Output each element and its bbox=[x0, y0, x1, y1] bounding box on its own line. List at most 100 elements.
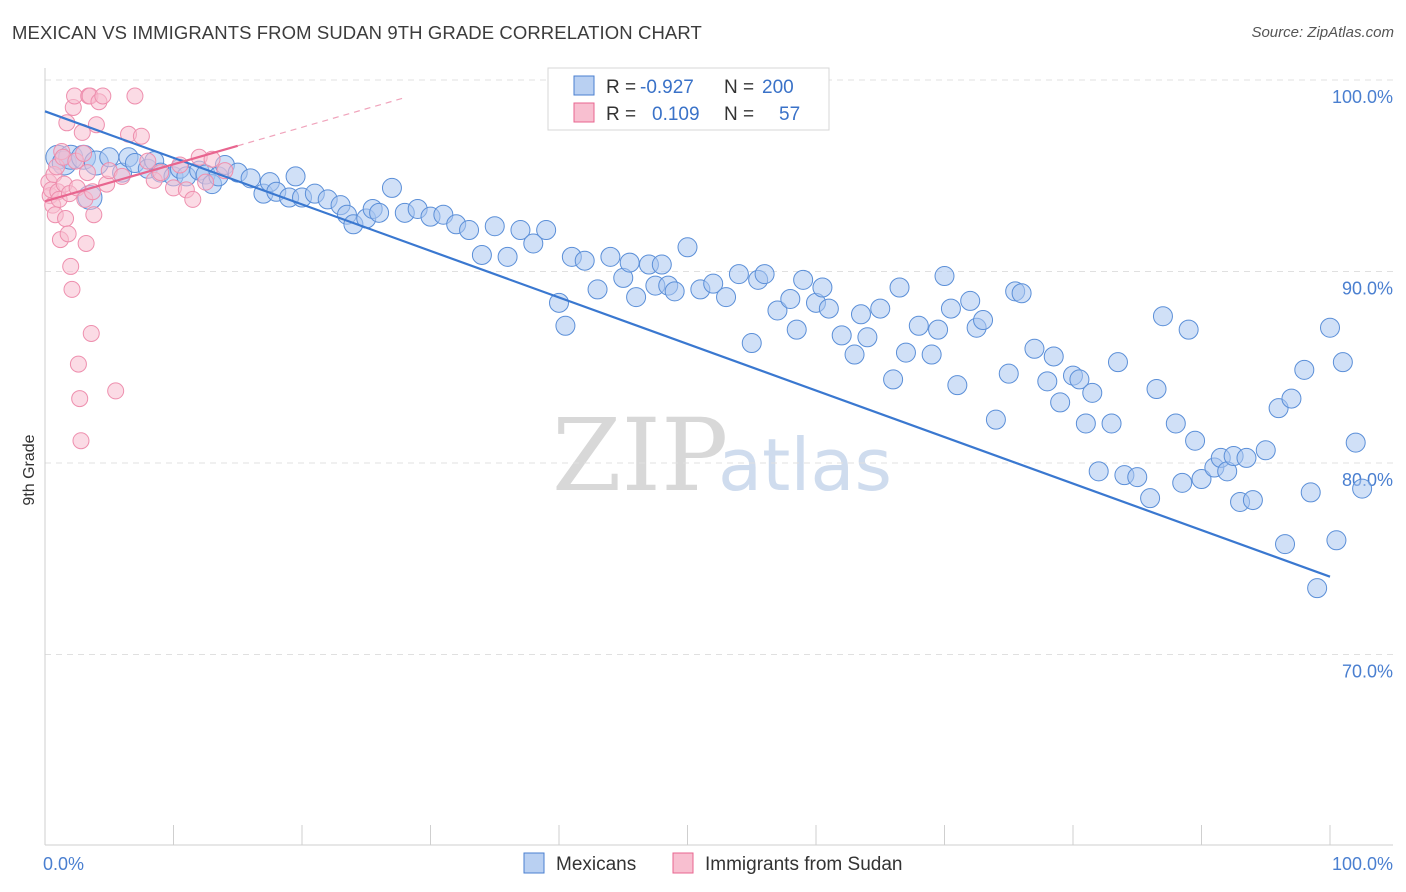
sudan-point bbox=[59, 225, 77, 243]
legend-r-value-1: -0.927 bbox=[640, 77, 694, 98]
sudan-point bbox=[85, 206, 103, 224]
legend-swatch-mexicans bbox=[573, 75, 595, 96]
mexicans-point bbox=[870, 298, 891, 319]
x-tick-label-max: 100.0% bbox=[1332, 854, 1393, 874]
watermark-zip: ZIP bbox=[552, 397, 728, 514]
mexicans-point bbox=[793, 269, 814, 290]
mexicans-point bbox=[960, 290, 981, 311]
x-tick-label-min: 0.0% bbox=[43, 854, 84, 874]
mexicans-point bbox=[998, 363, 1019, 384]
bottom-legend-swatch-sudan bbox=[672, 852, 694, 874]
mexicans-point bbox=[780, 288, 801, 309]
sudan-point bbox=[184, 190, 202, 208]
mexicans-point bbox=[1140, 488, 1161, 509]
mexicans-point bbox=[1185, 430, 1206, 451]
mexicans-point bbox=[369, 202, 390, 223]
mexicans-point bbox=[767, 300, 788, 321]
legend-r-label-2: R = bbox=[606, 104, 636, 125]
mexicans-point bbox=[1172, 472, 1193, 493]
legend-n-value-1: 200 bbox=[762, 77, 794, 98]
trend-lines bbox=[44, 97, 1331, 578]
mexicans-point bbox=[895, 342, 916, 363]
mexicans-point bbox=[908, 315, 929, 336]
legend-swatch-sudan bbox=[573, 102, 595, 123]
mexicans-point bbox=[523, 233, 544, 254]
mexicans-point bbox=[1165, 413, 1186, 434]
mexicans-point bbox=[574, 250, 595, 271]
sudan-point bbox=[57, 210, 75, 228]
bottom-legend-swatch-mexicans bbox=[523, 852, 545, 874]
mexicans-point bbox=[921, 344, 942, 365]
legend-n-label-1: N = bbox=[724, 77, 754, 98]
mexicans-point bbox=[1307, 578, 1328, 599]
mexicans-point bbox=[1101, 413, 1122, 434]
legend-n-value-2: 57 bbox=[779, 104, 800, 125]
sudan-point bbox=[63, 280, 81, 298]
mexicans-point bbox=[1024, 338, 1045, 359]
sudan-point bbox=[77, 234, 95, 252]
mexicans-point bbox=[741, 333, 762, 354]
mexicans-point bbox=[1320, 317, 1340, 338]
mexicans-point bbox=[285, 166, 306, 187]
sudan-point bbox=[132, 127, 150, 145]
mexicans-point bbox=[1075, 413, 1096, 434]
mexicans-point bbox=[1300, 482, 1321, 503]
y-axis-label: 9th Grade bbox=[21, 434, 38, 505]
series-legend: Mexicans Immigrants from Sudan bbox=[523, 852, 902, 875]
mexicans-point bbox=[1069, 369, 1090, 390]
mexicans-point bbox=[381, 177, 402, 198]
mexicans-point bbox=[484, 216, 505, 237]
sudan-point bbox=[82, 324, 100, 342]
mexicans-point bbox=[1152, 306, 1173, 327]
sudan-trend-line bbox=[44, 144, 239, 203]
mexicans-point bbox=[587, 279, 608, 300]
mexicans-point bbox=[1178, 319, 1199, 340]
mexicans-point bbox=[973, 310, 994, 331]
mexicans-point bbox=[1082, 382, 1103, 403]
gridlines bbox=[45, 79, 1393, 655]
y-tick-label: 100.0% bbox=[1332, 87, 1393, 107]
watermark-atlas: atlas bbox=[718, 423, 892, 507]
legend-n-label-2: N = bbox=[724, 104, 754, 125]
mexicans-point bbox=[934, 266, 955, 287]
legend-r-label-1: R = bbox=[606, 77, 636, 98]
sudan-points bbox=[40, 87, 234, 450]
mexicans-point bbox=[844, 344, 865, 365]
mexicans-point bbox=[1294, 359, 1315, 380]
chart-title: MEXICAN VS IMMIGRANTS FROM SUDAN 9TH GRA… bbox=[12, 22, 702, 43]
mexicans-point bbox=[1281, 388, 1302, 409]
mexicans-point bbox=[985, 409, 1006, 430]
mexicans-point bbox=[1107, 352, 1128, 373]
y-tick-label: 70.0% bbox=[1342, 662, 1393, 682]
mexicans-points bbox=[45, 144, 1373, 599]
mexicans-point bbox=[786, 319, 807, 340]
mexicans-point bbox=[940, 298, 961, 319]
mexicans-point bbox=[883, 369, 904, 390]
mexicans-point bbox=[703, 273, 724, 294]
sudan-point bbox=[71, 390, 89, 408]
sudan-point bbox=[75, 144, 93, 162]
mexicans-point bbox=[1050, 392, 1071, 413]
sudan-point bbox=[78, 164, 96, 182]
sudan-point bbox=[72, 432, 90, 450]
sudan-trend-extension bbox=[237, 97, 405, 147]
mexicans-point bbox=[1255, 440, 1276, 461]
mexicans-point bbox=[626, 287, 647, 308]
bottom-legend-label-sudan: Immigrants from Sudan bbox=[705, 854, 902, 875]
mexicans-point bbox=[1326, 530, 1347, 551]
mexicans-point bbox=[459, 220, 480, 241]
sudan-point bbox=[126, 87, 144, 105]
legend-r-value-2: 0.109 bbox=[652, 104, 700, 125]
mexicans-point bbox=[812, 277, 833, 298]
mexicans-point bbox=[1332, 352, 1353, 373]
mexicans-point bbox=[1236, 447, 1257, 468]
mexicans-point bbox=[619, 252, 640, 273]
mexicans-point bbox=[555, 315, 576, 336]
sudan-point bbox=[66, 87, 84, 105]
mexicans-point bbox=[510, 220, 531, 241]
sudan-point bbox=[107, 382, 125, 400]
mexicans-point bbox=[497, 246, 518, 267]
mexicans-point bbox=[1043, 346, 1064, 367]
mexicans-point bbox=[677, 237, 698, 258]
